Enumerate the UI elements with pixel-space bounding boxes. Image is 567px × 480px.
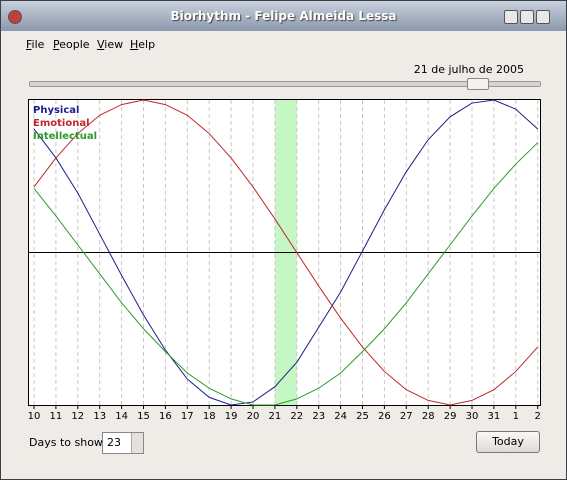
today-button[interactable]: Today — [476, 431, 540, 453]
legend-label: Intellectual — [33, 131, 97, 142]
slider-thumb[interactable] — [467, 78, 489, 90]
x-tick-label: 27 — [400, 411, 413, 422]
slider-track[interactable] — [29, 81, 541, 87]
menu-bar: File People View Help — [1, 34, 566, 54]
today-button-label: Today — [492, 435, 524, 448]
maximize-button[interactable] — [520, 10, 534, 24]
legend-label: Physical — [33, 105, 79, 116]
date-label: 21 de julho de 2005 — [413, 63, 524, 76]
x-tick-label: 11 — [50, 411, 63, 422]
menu-item[interactable]: Help — [130, 38, 156, 51]
series-line — [33, 142, 539, 406]
days-value: 23 — [107, 436, 121, 449]
x-tick-label: 25 — [356, 411, 369, 422]
x-tick-label: 20 — [247, 411, 260, 422]
x-tick-label: 13 — [93, 411, 106, 422]
menu-item[interactable]: View — [97, 38, 124, 51]
x-tick-label: 1 — [513, 411, 519, 422]
x-tick-label: 28 — [422, 411, 435, 422]
x-tick-label: 16 — [159, 411, 172, 422]
x-tick-label: 26 — [378, 411, 391, 422]
days-label: Days to show: — [29, 436, 107, 449]
minimize-button[interactable] — [504, 10, 518, 24]
menu-item[interactable]: People — [53, 38, 90, 51]
series-line — [33, 99, 539, 406]
x-tick-label: 14 — [115, 411, 128, 422]
x-tick-label: 21 — [269, 411, 282, 422]
x-tick-label: 29 — [444, 411, 457, 422]
x-tick-label: 10 — [28, 411, 40, 422]
x-tick-label: 2 — [535, 411, 541, 422]
spin-buttons[interactable] — [131, 433, 143, 453]
x-tick-label: 17 — [181, 411, 194, 422]
x-tick-label: 30 — [466, 411, 479, 422]
days-spinbox[interactable]: 23 — [102, 432, 144, 454]
x-tick-label: 12 — [71, 411, 84, 422]
x-tick-label: 18 — [203, 411, 216, 422]
chart: 10 11 12 13 14 15 16 17 18 19 20 21 22 23 24 25 26 27 28 29… — [28, 99, 541, 422]
app-icon[interactable] — [8, 10, 22, 24]
x-tick-label: 22 — [290, 411, 303, 422]
x-tick-label: 15 — [137, 411, 150, 422]
menu-item[interactable]: File — [26, 38, 45, 51]
x-tick-label: 24 — [334, 411, 347, 422]
series-line — [33, 99, 539, 406]
x-tick-label: 31 — [488, 411, 501, 422]
legend-label: Emotional — [33, 118, 90, 129]
x-tick-label: 23 — [312, 411, 325, 422]
x-tick-label: 19 — [225, 411, 238, 422]
title-bar: Biorhythm - Felipe Almeida Lessa — [1, 1, 566, 31]
close-button[interactable] — [536, 10, 550, 24]
window-title: Biorhythm - Felipe Almeida Lessa — [170, 9, 397, 23]
